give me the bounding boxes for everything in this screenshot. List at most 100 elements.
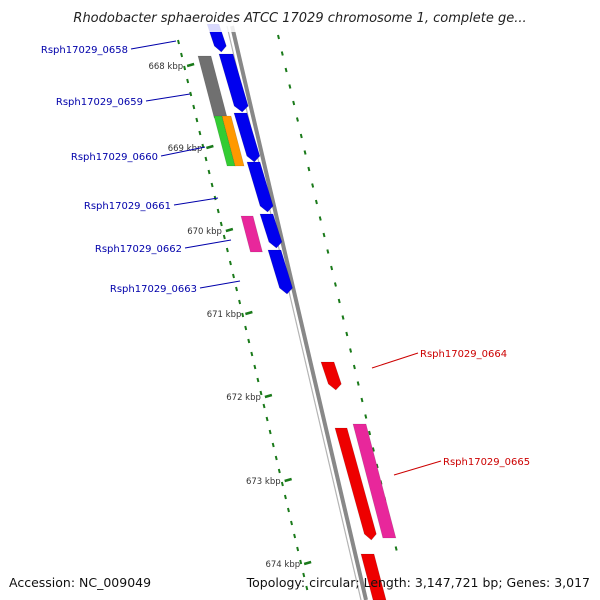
guide-dot xyxy=(296,117,299,122)
gene-feature-0659b-outline xyxy=(218,53,249,113)
gene-feature-0666-outline xyxy=(360,553,387,600)
guide-dot xyxy=(322,232,326,238)
guide-dot xyxy=(250,351,254,357)
kbp-tick xyxy=(225,227,234,233)
gene-label[interactable]: Rsph17029_0661 xyxy=(84,201,171,212)
guide-dot xyxy=(256,377,260,383)
kbp-label: 673 kbp xyxy=(246,477,281,487)
guide-dot xyxy=(284,67,288,73)
accession-label: Accession: NC_009049 xyxy=(9,575,152,590)
guide-dot xyxy=(299,133,303,139)
gene-feature-0660b-outline xyxy=(221,115,245,167)
guide-dot xyxy=(204,156,208,162)
kbp-tick xyxy=(206,144,214,150)
gene-feature-0660c-outline xyxy=(233,112,261,163)
gene-label[interactable]: Rsph17029_0659 xyxy=(56,97,143,108)
guide-dot xyxy=(177,39,180,45)
guide-dot xyxy=(318,216,322,221)
guide-dot xyxy=(364,414,368,419)
label-leader-line xyxy=(173,197,219,206)
gene-feature-0659b[interactable] xyxy=(219,54,249,112)
guide-dot xyxy=(268,429,272,435)
label-leader-line xyxy=(393,460,442,476)
kbp-scale: 668 kbp 669 kbp 670 kbp 671 kbp 672 kbp 673 k… xyxy=(148,62,312,570)
guide-dot xyxy=(274,455,278,461)
kbp-label: 674 kbp xyxy=(265,560,300,570)
guide-dot xyxy=(277,468,281,474)
gene-label[interactable]: Rsph17029_0662 xyxy=(95,244,182,255)
label-leader-line xyxy=(130,40,177,50)
gene-label[interactable]: Rsph17029_0660 xyxy=(71,152,158,163)
guide-dot xyxy=(307,166,311,172)
gene-label[interactable]: Rsph17029_0664 xyxy=(420,349,507,360)
gene-feature-0665b[interactable] xyxy=(353,424,396,538)
guide-dot xyxy=(265,416,269,422)
guide-dot xyxy=(375,463,379,469)
gene-feature-0665-outline xyxy=(334,427,377,541)
guide-dot xyxy=(262,403,266,409)
guide-dot xyxy=(337,298,341,304)
title-backdrop xyxy=(0,0,600,32)
guide-dot xyxy=(247,338,251,344)
gene-feature-0666[interactable] xyxy=(361,554,387,600)
label-leader-line xyxy=(371,352,419,369)
guide-dot xyxy=(296,546,300,552)
gene-feature-0659[interactable] xyxy=(198,56,228,118)
gene-feature-0665b-outline xyxy=(352,423,397,539)
gene-feature-0662[interactable] xyxy=(241,216,263,252)
guide-dot xyxy=(192,104,196,110)
guide-dot xyxy=(253,364,257,370)
guide-dot xyxy=(303,150,307,155)
guide-dot xyxy=(259,390,263,396)
guide-dot xyxy=(228,260,232,266)
kbp-label: 670 kbp xyxy=(187,227,222,237)
label-leader-line xyxy=(145,93,191,102)
label-leader-line xyxy=(160,146,206,157)
guide-dot xyxy=(345,331,349,337)
guide-dot xyxy=(232,273,235,279)
gene-feature-0662b[interactable] xyxy=(260,214,282,248)
guide-dot xyxy=(283,494,287,500)
guide-dot xyxy=(330,265,334,271)
gene-feature-0664-outline xyxy=(320,361,342,391)
gene-labels: Rsph17029_0658 Rsph17029_0659 Rsph17029_06… xyxy=(41,40,530,476)
backbone-line xyxy=(230,25,368,600)
guide-dot xyxy=(333,282,337,287)
kbp-tick xyxy=(284,477,292,483)
gene-feature-0665[interactable] xyxy=(335,428,377,540)
label-leader-line xyxy=(184,239,232,249)
gene-feature-0663-outline xyxy=(267,249,293,295)
kbp-label: 672 kbp xyxy=(226,393,261,403)
guide-dot xyxy=(207,169,211,175)
guide-dot xyxy=(287,507,290,513)
guide-dot xyxy=(360,397,364,403)
guide-dot xyxy=(305,585,309,591)
guide-dot xyxy=(241,312,245,318)
guide-dot xyxy=(293,533,297,539)
gene-label[interactable]: Rsph17029_0658 xyxy=(41,45,128,56)
guide-dot xyxy=(288,84,292,89)
gene-feature-0661[interactable] xyxy=(247,162,274,212)
gene-label[interactable]: Rsph17029_0665 xyxy=(443,457,530,468)
gene-feature-0660[interactable] xyxy=(214,116,236,166)
guide-dot xyxy=(368,430,372,436)
gene-label[interactable]: Rsph17029_0663 xyxy=(110,284,197,295)
gene-feature-0663[interactable] xyxy=(268,250,293,294)
gene-features xyxy=(197,23,397,600)
guide-dot xyxy=(210,182,214,188)
guide-dot xyxy=(180,52,184,58)
kbp-label: 671 kbp xyxy=(207,310,242,320)
map-title: Rhodobacter sphaeroides ATCC 17029 chrom… xyxy=(73,11,526,26)
guide-dot xyxy=(189,91,193,97)
guide-dot xyxy=(271,442,275,448)
guide-dot xyxy=(216,208,220,214)
gene-feature-0660c[interactable] xyxy=(234,113,260,162)
gene-feature-0660b[interactable] xyxy=(222,116,245,166)
gene-feature-0664[interactable] xyxy=(321,362,342,390)
kbp-tick xyxy=(264,393,273,399)
kbp-label: 669 kbp xyxy=(168,144,203,154)
gene-feature-0662-outline xyxy=(240,215,263,253)
kbp-label: 668 kbp xyxy=(148,62,183,72)
guide-dot xyxy=(314,199,318,205)
